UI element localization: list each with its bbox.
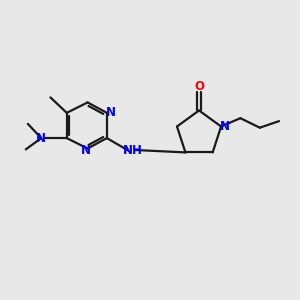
Text: N: N bbox=[81, 144, 91, 158]
Text: O: O bbox=[194, 80, 204, 93]
Text: N: N bbox=[36, 132, 46, 145]
Text: N: N bbox=[220, 120, 230, 133]
Text: N: N bbox=[106, 106, 116, 119]
Text: NH: NH bbox=[123, 144, 143, 157]
